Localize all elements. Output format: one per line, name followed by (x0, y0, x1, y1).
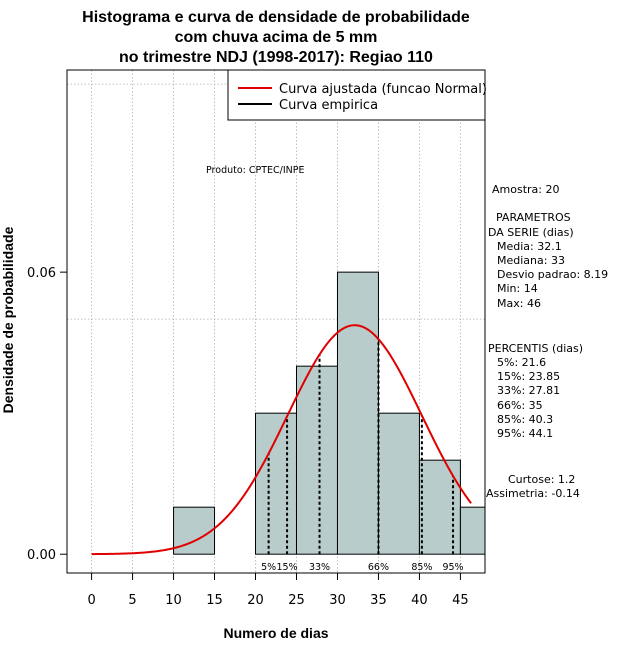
legend-label-1: Curva empirica (279, 98, 378, 113)
y-tick-label-0: 0.00 (27, 548, 56, 563)
stat-max: Max: 46 (497, 297, 541, 310)
perc-title: PERCENTIS (dias) (488, 342, 583, 355)
bar-45-50 (459, 506, 485, 555)
x-tick-label-1: 5 (128, 593, 136, 608)
histogram-bars (173, 271, 485, 555)
x-tick-label-4: 20 (247, 593, 264, 608)
x-axis-label: Numero de dias (223, 625, 328, 641)
percentile-lines: 5% 15% 33% 66% 85% 95% (261, 339, 464, 573)
bar-20-25 (255, 412, 297, 555)
percentile-label-2: 33% (309, 562, 330, 573)
perc-95: 95%: 44.1 (497, 427, 553, 440)
legend-box (227, 69, 486, 121)
stat-curtose: Curtose: 1.2 (508, 473, 575, 486)
legend: Curva ajustada (funcao Normal)Curva empi… (227, 69, 487, 121)
stat-desvio: Desvio padrao: 8.19 (497, 268, 608, 281)
percentile-label-3: 66% (368, 562, 389, 573)
legend-label-0: Curva ajustada (funcao Normal) (279, 82, 487, 97)
y-axis-label: Densidade de probabilidade (0, 226, 16, 413)
perc-66: 66%: 35 (497, 399, 543, 412)
x-tick-label-0: 0 (87, 593, 95, 608)
bar-30-35 (336, 271, 379, 555)
bar-25-30 (295, 365, 338, 555)
bar-35-40 (377, 412, 420, 555)
axes: 0 5 10 15 20 25 30 35 40 45 0.00 0.06 (27, 266, 469, 608)
x-tick-label-3: 15 (206, 593, 223, 608)
chart-title-line-2: com chuva acima de 5 mm (175, 29, 378, 46)
percentile-label-4: 85% (411, 562, 432, 573)
perc-33: 33%: 27.81 (497, 384, 560, 397)
perc-85: 85%: 40.3 (497, 413, 553, 426)
stat-param-subtitle: DA SERIE (dias) (488, 226, 574, 239)
stat-min: Min: 14 (497, 282, 538, 295)
statistics-panel: Amostra: 20 PARAMETROS DA SERIE (dias) M… (486, 183, 608, 500)
stat-param-title: PARAMETROS (496, 211, 571, 224)
percentile-label-0: 5% (261, 562, 276, 573)
stat-mediana: Mediana: 33 (497, 254, 565, 267)
x-tick-label-7: 35 (370, 593, 387, 608)
stat-assimetria: Assimetria: -0.14 (486, 487, 580, 500)
normal-curve-group (91, 324, 472, 556)
stat-amostra: Amostra: 20 (492, 183, 559, 196)
perc-15: 15%: 23.85 (497, 370, 560, 383)
perc-5: 5%: 21.6 (497, 356, 546, 369)
x-tick-label-5: 25 (288, 593, 305, 608)
normal-curve (91, 324, 472, 556)
x-tick-label-8: 40 (411, 593, 428, 608)
chart-title-line-3: no trimestre NDJ (1998-2017): Regiao 110 (119, 49, 433, 66)
percentile-label-5: 95% (442, 562, 463, 573)
product-label: Produto: CPTEC/INPE (206, 165, 305, 176)
bar-40-45 (418, 459, 461, 555)
y-tick-label-1: 0.06 (27, 266, 56, 281)
percentile-label-1: 15% (277, 562, 298, 573)
x-tick-label-6: 30 (329, 593, 346, 608)
chart-title-line-1: Histograma e curva de densidade de proba… (82, 9, 470, 26)
x-tick-label-9: 45 (452, 593, 469, 608)
stat-media: Media: 32.1 (497, 240, 562, 253)
x-tick-label-2: 10 (165, 593, 182, 608)
